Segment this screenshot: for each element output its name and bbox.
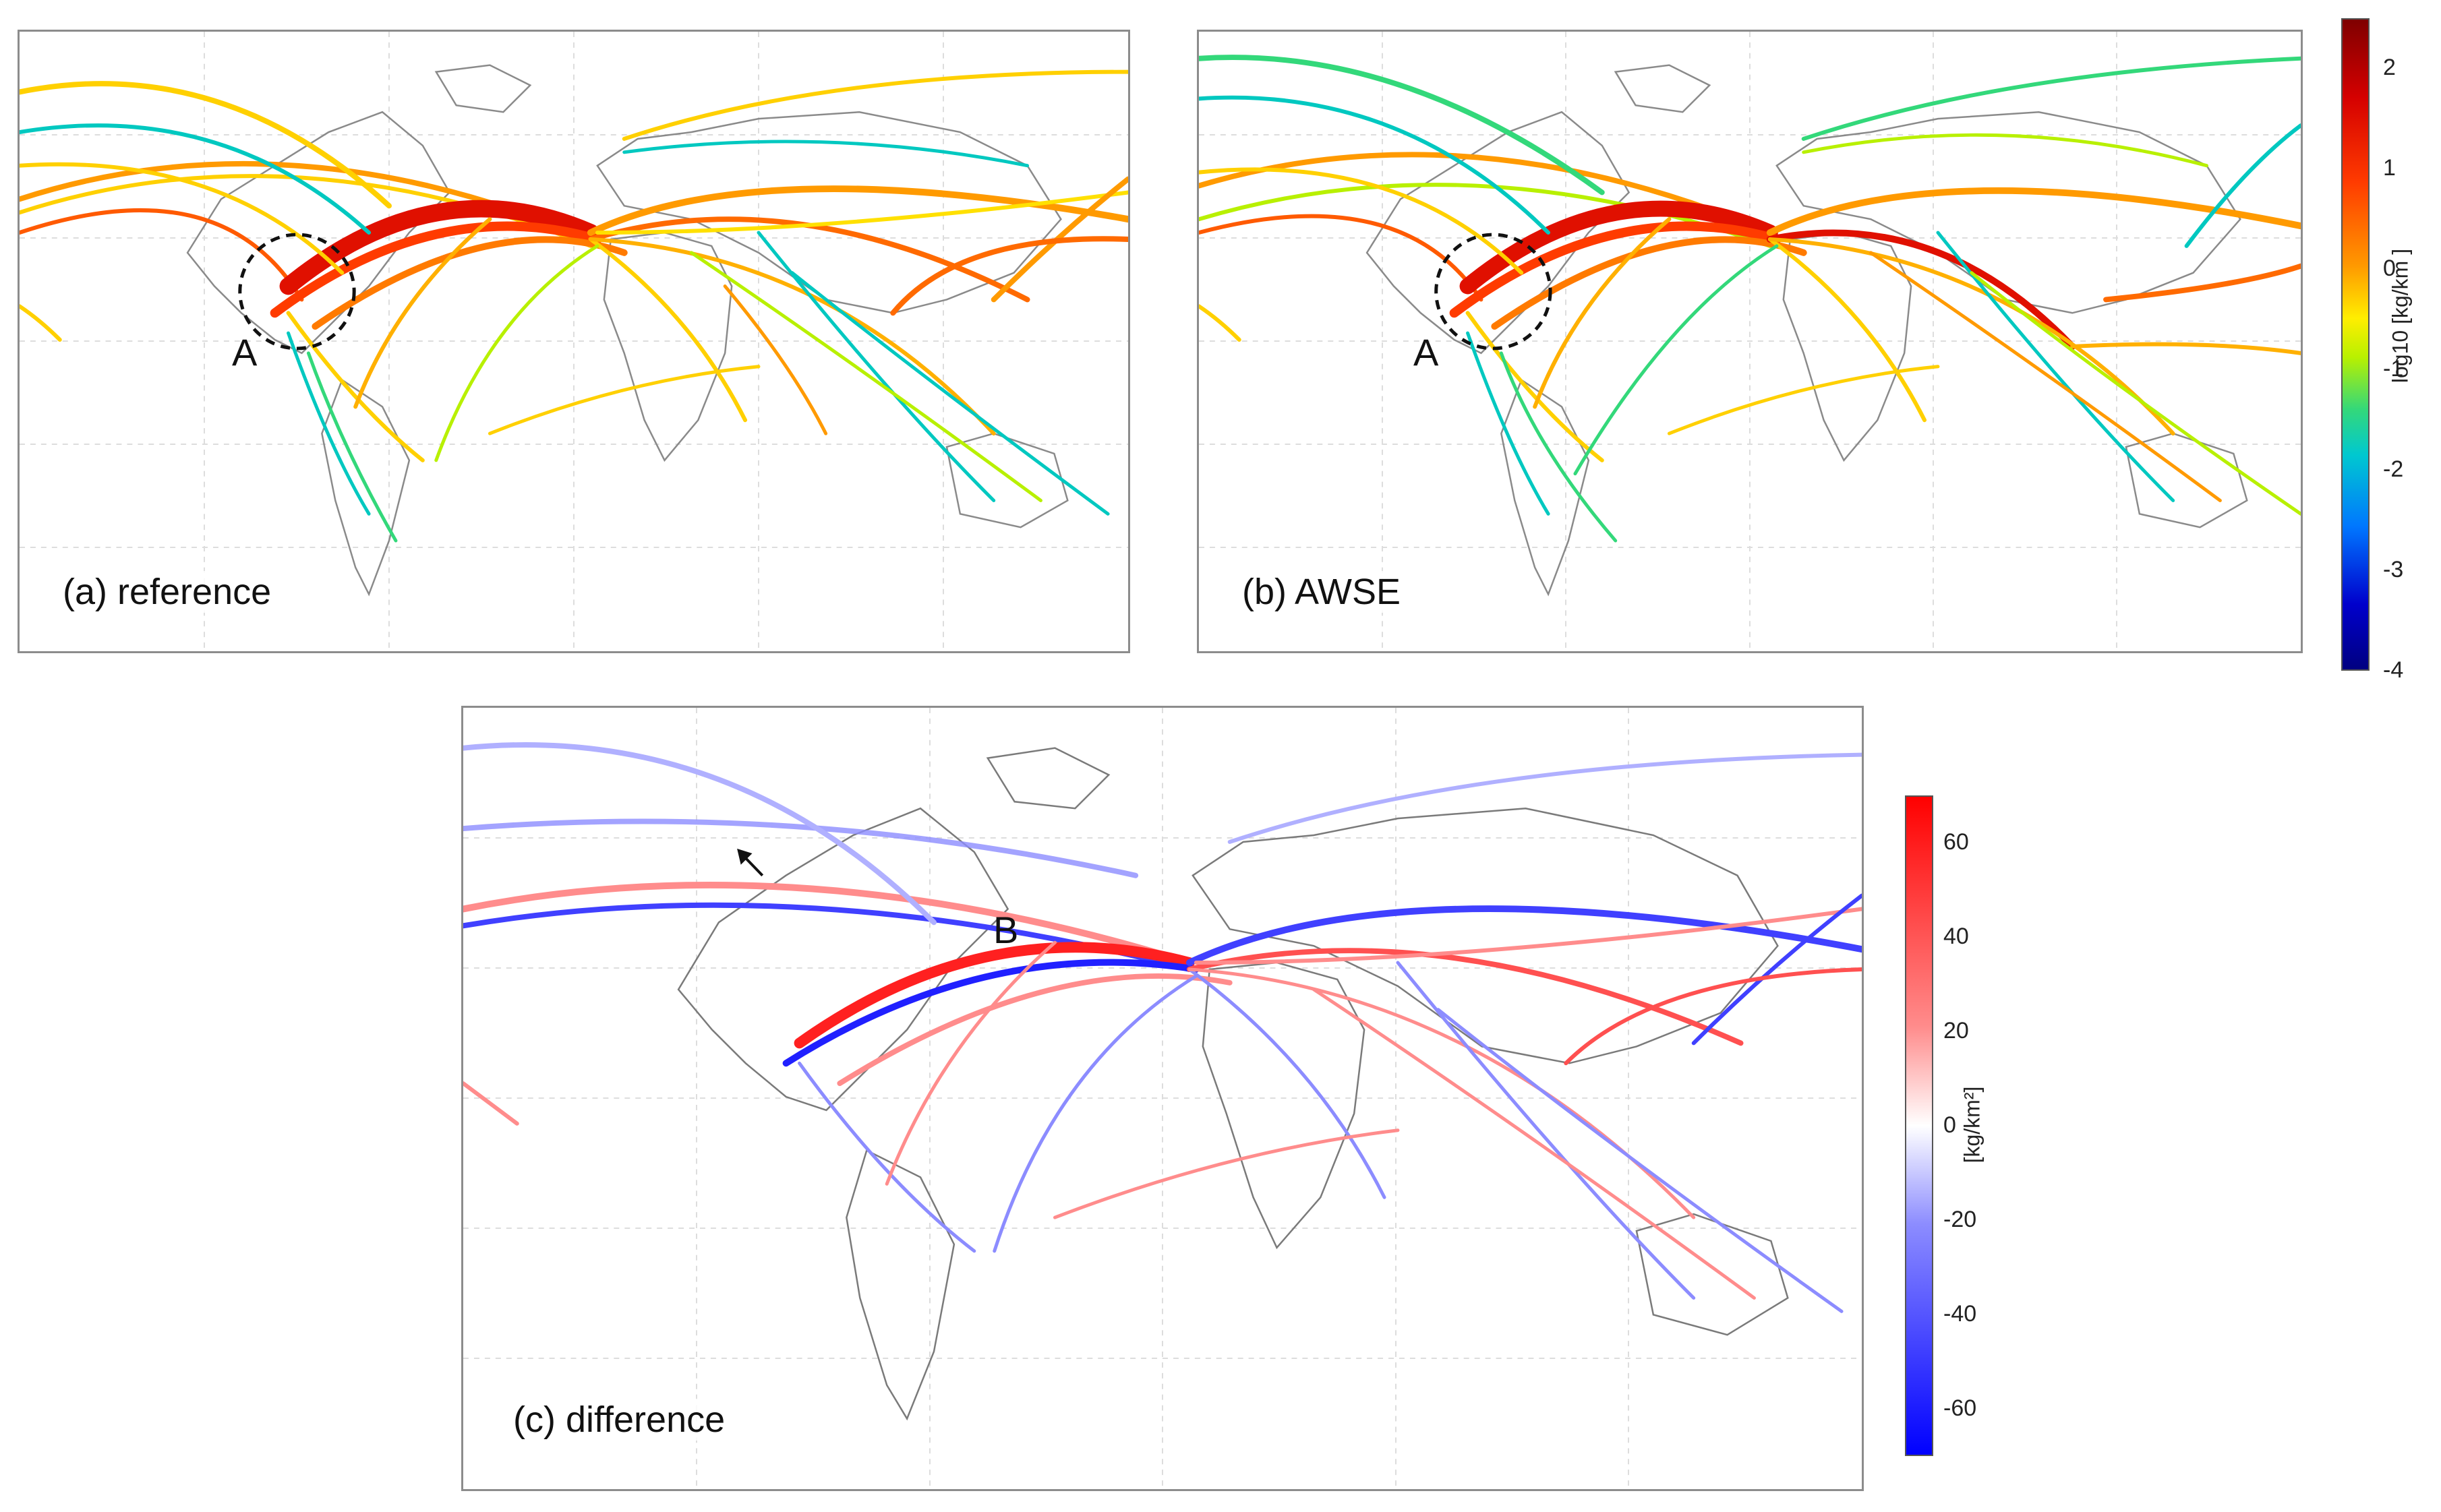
log-emission-colorbar-tick: 0 [2383, 255, 2396, 282]
map-panel-difference: B (c) difference [461, 706, 1864, 1491]
map-panel-awse: A (b) AWSE [1197, 30, 2303, 653]
marker-a-label: A [232, 331, 258, 373]
difference-routes [463, 742, 1862, 1313]
graticule [463, 708, 1862, 1489]
panel-c-label: (c) difference [513, 1399, 726, 1441]
graticule [1199, 32, 2301, 651]
awse-emission-map [1199, 32, 2301, 651]
difference-colorbar-tick: 60 [1943, 829, 1969, 855]
panel-b-label: (b) AWSE [1242, 571, 1401, 613]
flight-routes [1199, 55, 2301, 543]
log-emission-colorbar-tick: 2 [2383, 55, 2396, 81]
difference-colorbar-tick: -60 [1943, 1395, 1977, 1421]
log-emission-colorbar-tick: 1 [2383, 155, 2396, 181]
difference-colorbar-title: [kg/km²] [1960, 1086, 1984, 1163]
difference-colorbar-tick: 20 [1943, 1018, 1969, 1044]
region-a-circle [238, 233, 356, 351]
map-panel-reference: A (a) reference [18, 30, 1130, 653]
difference-colorbar-tick: -20 [1943, 1207, 1977, 1232]
marker-b-label: B [993, 909, 1019, 951]
log-emission-colorbar-tick: -1 [2383, 356, 2404, 382]
log-emission-colorbar-title: log10 [kg/km ] [2388, 248, 2413, 384]
graticule [20, 32, 1128, 651]
difference-colorbar-tick: 40 [1943, 924, 1969, 949]
log-emission-colorbar-tick: -4 [2383, 657, 2404, 683]
panel-a-label: (a) reference [63, 571, 272, 613]
marker-a-label: A [1413, 331, 1439, 373]
arrow-b [737, 848, 764, 877]
flight-routes [20, 69, 1128, 543]
difference-colorbar-tick: 0 [1943, 1112, 1956, 1138]
region-a-circle [1434, 233, 1552, 351]
difference-colorbar [1905, 795, 1933, 1456]
coastlines [186, 64, 1069, 597]
log-emission-colorbar-tick: -3 [2383, 557, 2404, 583]
log-emission-colorbar [2341, 18, 2370, 671]
reference-emission-map [20, 32, 1128, 651]
difference-colorbar-tick: -40 [1943, 1301, 1977, 1327]
log-emission-colorbar-tick: -2 [2383, 456, 2404, 483]
difference-map [463, 708, 1862, 1489]
